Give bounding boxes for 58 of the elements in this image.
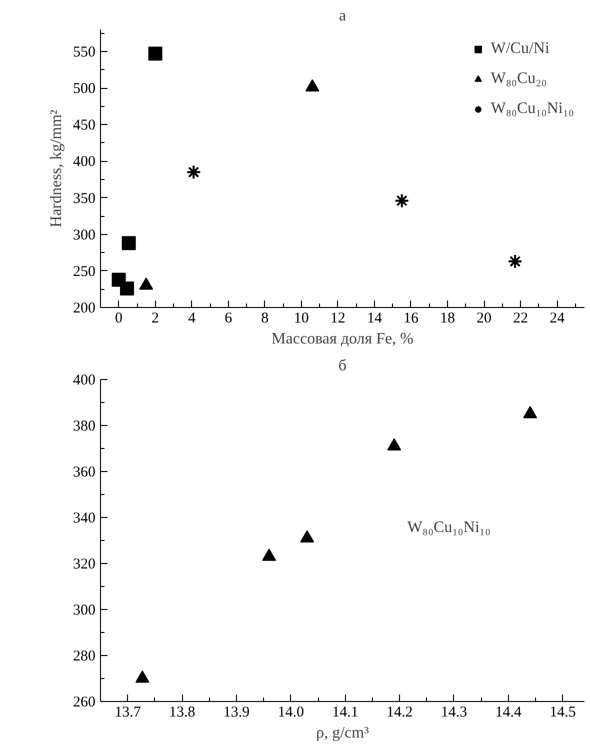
y-tick-label: 320	[73, 556, 96, 572]
chart-title: б	[338, 358, 347, 374]
point	[186, 164, 202, 180]
x-axis-title: ρ, g/cm³	[316, 724, 370, 742]
x-tick-label: 13.8	[168, 704, 196, 720]
x-tick-label: 14.2	[386, 704, 413, 720]
x-tick-label: 14.0	[278, 704, 304, 720]
point	[387, 438, 402, 450]
y-tick-label: 300	[73, 227, 96, 244]
point	[508, 254, 523, 269]
y-tick-label: 280	[73, 648, 96, 664]
y-tick-label: 200	[73, 300, 96, 316]
y-tick-label: 400	[73, 372, 96, 388]
point	[523, 406, 538, 418]
legend-label: W₈₀Cu₂₀	[490, 70, 547, 88]
y-tick-label: 260	[73, 694, 96, 710]
point	[120, 281, 134, 296]
x-tick-label: 14.1	[332, 704, 358, 720]
x-tick-label: 20	[476, 310, 492, 326]
point	[394, 193, 410, 208]
x-tick-label: 14.5	[550, 704, 576, 720]
x-tick-label: 10	[294, 310, 309, 326]
y-tick-label: 550	[73, 44, 96, 60]
y-axis-title: Hardness, kg/mm²	[48, 109, 65, 228]
x-tick-label: 16	[403, 310, 419, 326]
x-tick-label: 4	[188, 310, 196, 326]
point	[135, 670, 150, 683]
x-tick-label: 12	[330, 310, 346, 326]
point	[148, 46, 162, 61]
y-tick-label: 400	[73, 154, 96, 170]
x-tick-label: 24	[550, 310, 566, 326]
x-tick-label: 13.9	[223, 704, 250, 720]
x-tick-label: 18	[440, 310, 456, 326]
y-tick-label: 360	[73, 464, 96, 480]
legend-label: W/Cu/Ni	[490, 40, 550, 58]
x-tick-label: 0	[115, 310, 123, 326]
point	[262, 548, 276, 561]
x-tick-label: 22	[513, 310, 528, 326]
annotation: W₈₀Cu₁₀Ni₁₀	[407, 519, 491, 536]
y-tick-label: 340	[73, 510, 96, 526]
x-axis-title: Массовая доля Fe, %	[272, 330, 414, 348]
x-tick-label: 14.4	[495, 704, 522, 720]
chart-title: а	[338, 8, 346, 24]
y-tick-label: 380	[73, 418, 96, 434]
y-tick-label: 250	[73, 264, 96, 280]
x-tick-label: 13.7	[114, 704, 142, 720]
y-tick-label: 350	[73, 190, 96, 207]
x-tick-label: 14.3	[440, 704, 468, 720]
x-tick-label: 8	[261, 310, 269, 326]
y-tick-label: 500	[73, 81, 96, 98]
x-tick-label: 2	[152, 310, 160, 326]
y-tick-label: 450	[73, 118, 96, 134]
x-tick-label: 6	[224, 310, 233, 326]
legend-label: W₈₀Cu₁₀Ni₁₀	[490, 100, 574, 118]
point	[122, 236, 136, 250]
point	[300, 530, 314, 542]
x-tick-label: 14	[366, 310, 382, 326]
y-tick-label: 300	[73, 602, 96, 618]
